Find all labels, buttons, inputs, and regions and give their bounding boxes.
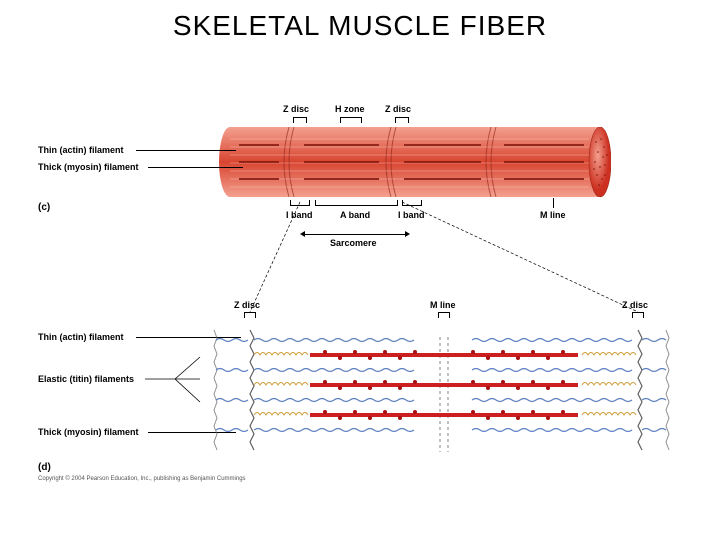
bracket-a bbox=[315, 200, 398, 206]
label-iband-2: I band bbox=[398, 210, 425, 220]
leader-mline-c bbox=[553, 198, 554, 208]
bracket-md bbox=[438, 312, 450, 318]
leader-thick-c bbox=[148, 167, 243, 168]
label-mline-d: M line bbox=[430, 300, 456, 310]
label-thin-c: Thin (actin) filament bbox=[38, 145, 124, 155]
sarcomere-detail bbox=[210, 322, 670, 472]
diagram: Z disc H zone Z disc bbox=[0, 42, 720, 532]
label-zdisc-1: Z disc bbox=[283, 104, 309, 114]
label-zdisc-d1: Z disc bbox=[234, 300, 260, 310]
label-thick-c: Thick (myosin) filament bbox=[38, 162, 139, 172]
bracket-z2 bbox=[395, 117, 409, 123]
label-thick-d: Thick (myosin) filament bbox=[38, 427, 139, 437]
label-sarcomere: Sarcomere bbox=[330, 238, 377, 248]
leader-thin-c bbox=[136, 150, 236, 151]
bracket-i2 bbox=[402, 200, 422, 206]
panel-c-marker: (c) bbox=[38, 202, 50, 213]
label-iband-1: I band bbox=[286, 210, 313, 220]
bracket-zd1 bbox=[244, 312, 256, 318]
page-title: SKELETAL MUSCLE FIBER bbox=[0, 0, 720, 42]
bracket-zd2 bbox=[632, 312, 644, 318]
bracket-h bbox=[340, 117, 362, 123]
label-zdisc-d2: Z disc bbox=[622, 300, 648, 310]
bracket-i1 bbox=[290, 200, 310, 206]
bracket-z1 bbox=[293, 117, 307, 123]
sarcomere-arrow bbox=[305, 234, 405, 235]
copyright: Copyright © 2004 Pearson Education, Inc.… bbox=[38, 476, 246, 482]
label-mline-c: M line bbox=[540, 210, 566, 220]
label-zdisc-2: Z disc bbox=[385, 104, 411, 114]
label-hzone: H zone bbox=[335, 104, 365, 114]
panel-d-marker: (d) bbox=[38, 462, 51, 473]
muscle-fiber bbox=[230, 127, 600, 197]
label-elastic-d: Elastic (titin) filaments bbox=[38, 374, 134, 384]
label-thin-d: Thin (actin) filament bbox=[38, 332, 124, 342]
label-aband: A band bbox=[340, 210, 370, 220]
